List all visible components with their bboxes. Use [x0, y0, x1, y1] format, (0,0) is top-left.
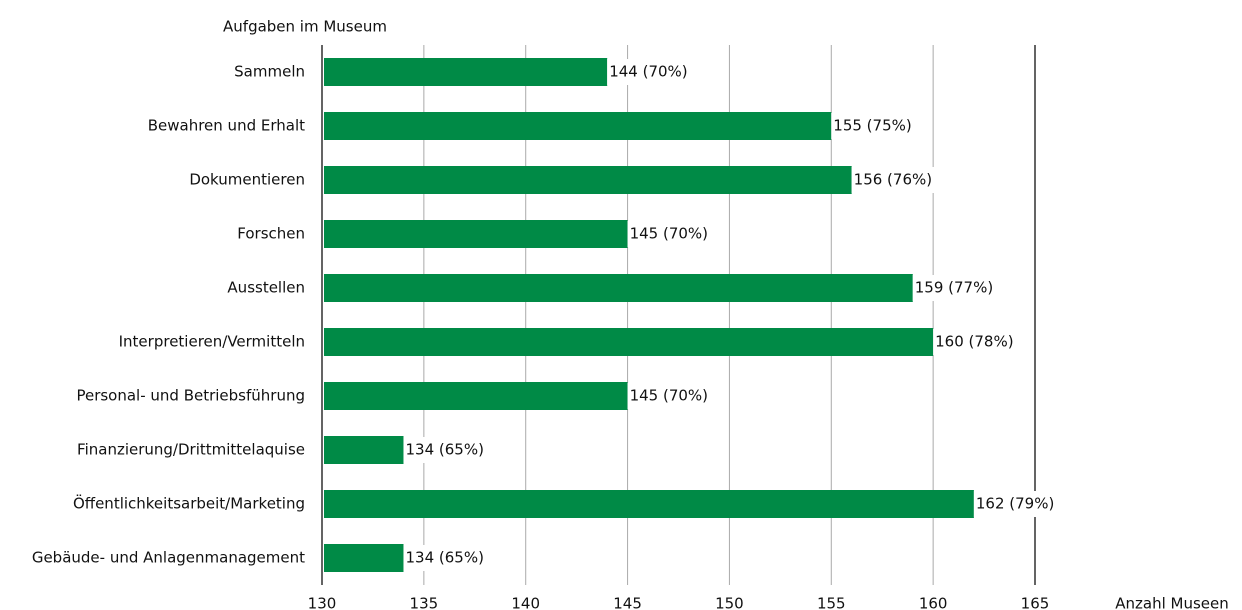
value-label: 162 (79%) [976, 495, 1054, 513]
y-tick-label: Personal- und Betriebsführung [76, 387, 305, 405]
x-tick-label: 140 [511, 595, 540, 610]
x-tick-label: 150 [715, 595, 744, 610]
value-label-bg [912, 275, 998, 301]
bar [324, 544, 404, 572]
value-label-bg [627, 221, 713, 247]
value-label: 156 (76%) [854, 171, 932, 189]
value-label-bg [627, 383, 713, 409]
bar [324, 166, 852, 194]
y-tick-label: Ausstellen [227, 279, 305, 297]
value-label: 145 (70%) [630, 387, 708, 405]
bar [324, 382, 628, 410]
value-label-bg [973, 491, 1059, 517]
value-label: 134 (65%) [405, 549, 483, 567]
x-tick-label: 135 [410, 595, 439, 610]
chart-title: Aufgaben im Museum [223, 18, 387, 36]
y-tick-label: Öffentlichkeitsarbeit/Marketing [73, 494, 305, 513]
x-tick-label: 155 [817, 595, 846, 610]
bar [324, 112, 832, 140]
value-label: 134 (65%) [405, 441, 483, 459]
value-label-bg [933, 329, 1018, 355]
y-tick-label: Interpretieren/Vermitteln [119, 333, 305, 351]
x-tick-label: 165 [1021, 595, 1050, 610]
y-tick-label: Dokumentieren [189, 171, 305, 189]
value-label: 159 (77%) [915, 279, 993, 297]
value-label-bg [851, 167, 937, 193]
value-label-bg [403, 437, 488, 463]
x-tick-label: 145 [613, 595, 642, 610]
bar [324, 436, 404, 464]
value-label-bg [403, 545, 488, 571]
value-label: 145 (70%) [630, 225, 708, 243]
bar [324, 58, 608, 86]
value-label: 160 (78%) [935, 333, 1013, 351]
bar [324, 490, 974, 518]
x-tick-label: 160 [919, 595, 948, 610]
bar [324, 274, 913, 302]
y-tick-label: Gebäude- und Anlagenmanagement [32, 549, 305, 567]
x-axis-label: Anzahl Museen [1115, 595, 1229, 610]
bar [324, 328, 934, 356]
value-label-bg [607, 59, 692, 85]
value-label: 155 (75%) [833, 117, 911, 135]
y-tick-label: Forschen [237, 225, 305, 243]
y-tick-label: Sammeln [234, 63, 305, 81]
x-tick-label: 130 [308, 595, 337, 610]
bar [324, 220, 628, 248]
y-tick-label: Finanzierung/Drittmittelaquise [77, 441, 305, 459]
value-label-bg [831, 113, 916, 139]
value-label: 144 (70%) [609, 63, 687, 81]
y-tick-label: Bewahren und Erhalt [148, 117, 305, 135]
